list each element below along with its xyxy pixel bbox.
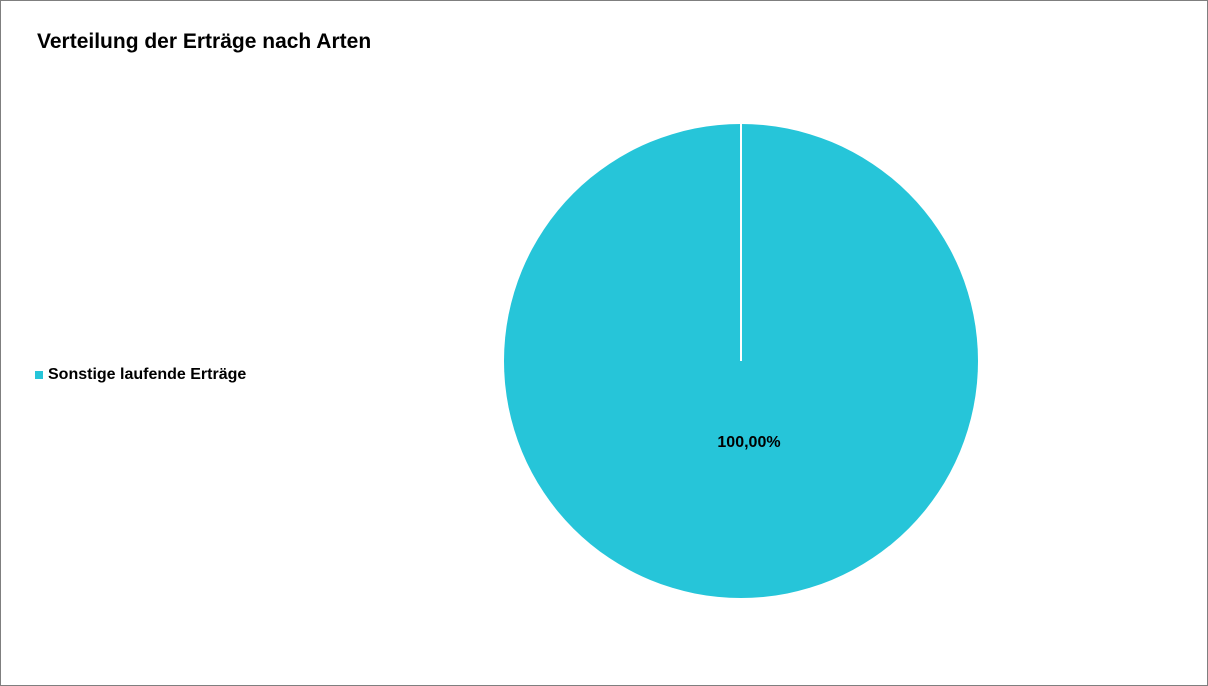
legend-label-sonstige: Sonstige laufende Erträge <box>48 366 247 383</box>
pie-data-label-0: 100,00% <box>717 434 780 451</box>
chart-title: Verteilung der Erträge nach Arten <box>37 30 372 53</box>
legend: Sonstige laufende Erträge <box>35 366 246 384</box>
legend-swatch-sonstige <box>35 371 43 379</box>
